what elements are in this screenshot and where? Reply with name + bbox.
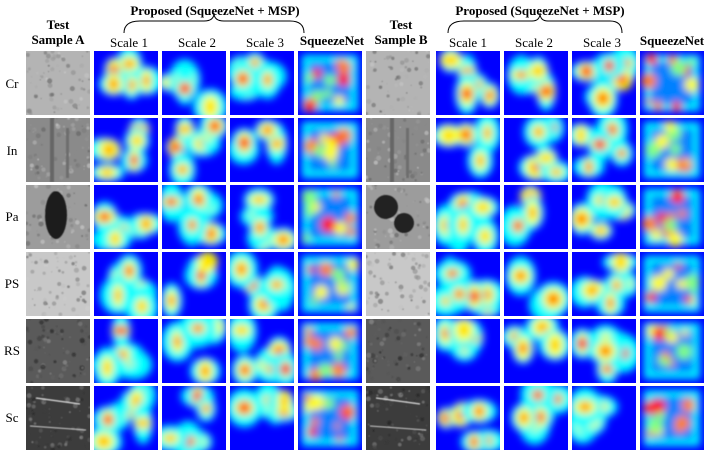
row-label-in: In xyxy=(6,143,18,158)
heatmap-in-4 xyxy=(298,118,362,182)
texture-image-in-0 xyxy=(26,118,90,182)
texture-image-in-5 xyxy=(366,118,430,182)
heatmap-pa-4 xyxy=(298,185,362,249)
heatmap-cr-9 xyxy=(640,51,704,115)
heatmap-rs-3 xyxy=(230,319,294,383)
header-test-sample-a: Test Sample A xyxy=(24,17,92,47)
heatmap-ps-3 xyxy=(230,252,294,316)
texture-image-sc-5 xyxy=(366,386,430,450)
heatmap-ps-4 xyxy=(298,252,362,316)
header-scale1-a: Scale 1 xyxy=(110,35,148,50)
heatmap-cr-3 xyxy=(230,51,294,115)
heatmap-in-7 xyxy=(504,118,568,182)
heatmap-cr-7 xyxy=(504,51,568,115)
heatmap-sc-1 xyxy=(94,386,158,450)
heatmap-cr-6 xyxy=(436,51,500,115)
row-label-ps: PS xyxy=(4,276,20,291)
header-test-a-line2: Sample A xyxy=(31,32,85,47)
heatmap-rs-2 xyxy=(162,319,226,383)
header-scale3-a: Scale 3 xyxy=(246,35,284,50)
header-squeezenet-a: SqueezeNet xyxy=(299,33,365,48)
heatmap-sc-4 xyxy=(298,386,362,450)
heatmap-rs-1 xyxy=(94,319,158,383)
heatmap-sc-3 xyxy=(230,386,294,450)
row-label-sc: Sc xyxy=(5,410,19,425)
row-label-cr: Cr xyxy=(5,76,19,91)
heatmap-in-8 xyxy=(572,118,636,182)
header-scale3-b: Scale 3 xyxy=(583,35,621,50)
texture-image-ps-5 xyxy=(366,252,430,316)
header-proposed-b: Proposed (SqueezeNet + MSP) xyxy=(455,3,625,18)
row-label-rs: RS xyxy=(4,343,20,358)
texture-image-pa-5 xyxy=(366,185,430,249)
row-label-pa: Pa xyxy=(5,209,19,224)
header-proposed-a: Proposed (SqueezeNet + MSP) xyxy=(130,3,300,18)
heatmap-rs-9 xyxy=(640,319,704,383)
header-scale1-b: Scale 1 xyxy=(449,35,487,50)
texture-image-pa-0 xyxy=(26,185,90,249)
heatmap-pa-8 xyxy=(572,185,636,249)
heatmap-rs-4 xyxy=(298,319,362,383)
heatmap-cr-2 xyxy=(162,51,226,115)
heatmap-ps-2 xyxy=(162,252,226,316)
header-test-b-line1: Test xyxy=(389,17,413,32)
heatmap-pa-3 xyxy=(230,185,294,249)
heatmap-pa-2 xyxy=(162,185,226,249)
texture-image-rs-5 xyxy=(366,319,430,383)
heatmap-ps-9 xyxy=(640,252,704,316)
texture-image-cr-0 xyxy=(26,51,90,115)
heatmap-sc-6 xyxy=(436,386,500,450)
header-test-sample-b: Test Sample B xyxy=(366,17,436,47)
heatmap-rs-8 xyxy=(572,319,636,383)
heatmap-ps-1 xyxy=(94,252,158,316)
heatmap-pa-7 xyxy=(504,185,568,249)
texture-image-rs-0 xyxy=(26,319,90,383)
heatmap-in-9 xyxy=(640,118,704,182)
heatmap-ps-6 xyxy=(436,252,500,316)
heatmap-ps-7 xyxy=(504,252,568,316)
heatmap-in-2 xyxy=(162,118,226,182)
heatmap-ps-8 xyxy=(572,252,636,316)
heatmap-in-3 xyxy=(230,118,294,182)
heatmap-rs-6 xyxy=(436,319,500,383)
heatmap-cr-8 xyxy=(572,51,636,115)
heatmap-sc-8 xyxy=(572,386,636,450)
header-squeezenet-b: SqueezeNet xyxy=(639,33,705,48)
heatmap-sc-7 xyxy=(504,386,568,450)
header-scale2-b: Scale 2 xyxy=(515,35,553,50)
heatmap-sc-9 xyxy=(640,386,704,450)
heatmap-in-1 xyxy=(94,118,158,182)
brace-a xyxy=(123,12,623,34)
heatmap-cr-4 xyxy=(298,51,362,115)
heatmap-in-6 xyxy=(436,118,500,182)
heatmap-cr-1 xyxy=(94,51,158,115)
header-test-b-line2: Sample B xyxy=(374,32,428,47)
heatmap-rs-7 xyxy=(504,319,568,383)
header-test-a-line1: Test xyxy=(46,17,70,32)
heatmap-pa-6 xyxy=(436,185,500,249)
heatmap-sc-2 xyxy=(162,386,226,450)
texture-image-sc-0 xyxy=(26,386,90,450)
texture-image-cr-5 xyxy=(366,51,430,115)
heatmap-pa-9 xyxy=(640,185,704,249)
heatmap-pa-1 xyxy=(94,185,158,249)
texture-image-ps-0 xyxy=(26,252,90,316)
header-scale2-a: Scale 2 xyxy=(178,35,216,50)
